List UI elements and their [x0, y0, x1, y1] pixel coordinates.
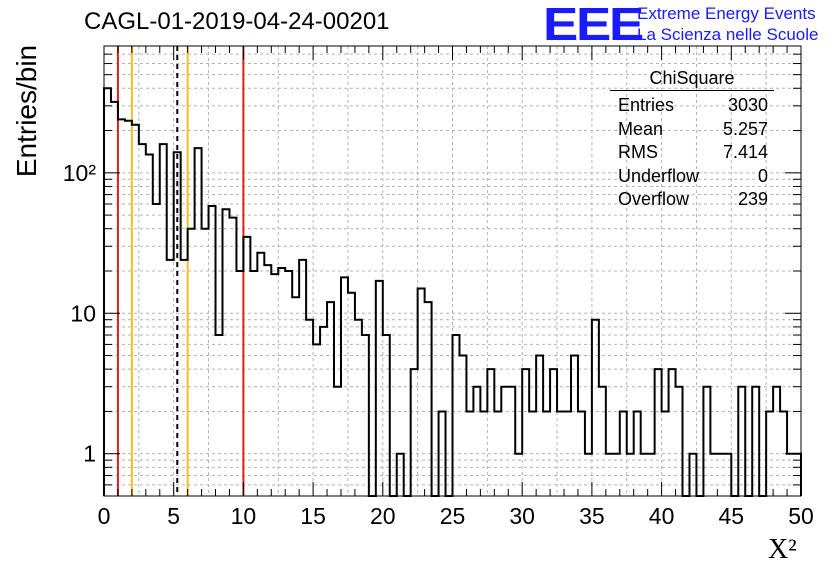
stats-label: Mean	[618, 118, 664, 139]
axes-layer: 0 5 10 15 20 25 30 35 40 45 50 1 10 10²	[63, 45, 814, 529]
y-tick-label: 10²	[63, 160, 97, 186]
stats-label: Entries	[618, 95, 675, 115]
x-tick-label: 25	[440, 503, 466, 529]
x-tick-label: 30	[509, 503, 535, 529]
x-tick-label: 10	[231, 503, 257, 529]
stats-value: 5.257	[722, 118, 768, 139]
x-tick-label: 50	[788, 503, 814, 529]
x-tick-label: 0	[98, 503, 111, 529]
stats-value: 3030	[727, 95, 768, 115]
stats-rows: Entries 3030 Mean 5.257 RMS 7.414 Underflow 0 Ov…	[610, 94, 774, 212]
stats-value: 7.414	[722, 142, 768, 162]
y-axis-label: Entries/bin	[11, 44, 42, 178]
histogram-layer	[103, 87, 802, 497]
x-tick-label: 20	[370, 503, 396, 529]
stats-value: 0	[757, 165, 768, 186]
x-tick-label: 35	[579, 503, 605, 529]
stats-row: Mean 5.257	[610, 118, 774, 142]
stats-label: Overflow	[618, 189, 690, 209]
stats-label: Underflow	[618, 165, 700, 186]
x-tick-label: 45	[719, 503, 745, 529]
logo-line-1: Extreme Energy Events	[637, 4, 816, 23]
histogram-line	[103, 87, 802, 497]
y-tick-label: 1	[83, 441, 96, 467]
x-axis-label: X²	[768, 534, 797, 565]
y-tick-label: 10	[70, 300, 96, 326]
logo-line-2: La Scienza nelle Scuole	[637, 25, 819, 44]
stats-box-title: ChiSquare	[610, 68, 774, 91]
x-tick-label: 40	[649, 503, 675, 529]
stats-box: ChiSquare Entries 3030 Mean 5.257 RMS 7.414 Un…	[610, 68, 774, 212]
chart-title: CAGL-01-2019-04-24-00201	[84, 8, 390, 35]
stats-row: Overflow 239	[610, 188, 774, 212]
stats-row: RMS 7.414	[610, 141, 774, 165]
logo-mark: EEE	[543, 0, 644, 50]
stats-value: 239	[737, 189, 768, 209]
stats-row: Entries 3030	[610, 94, 774, 118]
stats-row: Underflow 0	[610, 165, 774, 189]
x-tick-label: 15	[300, 503, 326, 529]
x-tick-label: 5	[167, 503, 180, 529]
stats-label: RMS	[618, 142, 658, 162]
